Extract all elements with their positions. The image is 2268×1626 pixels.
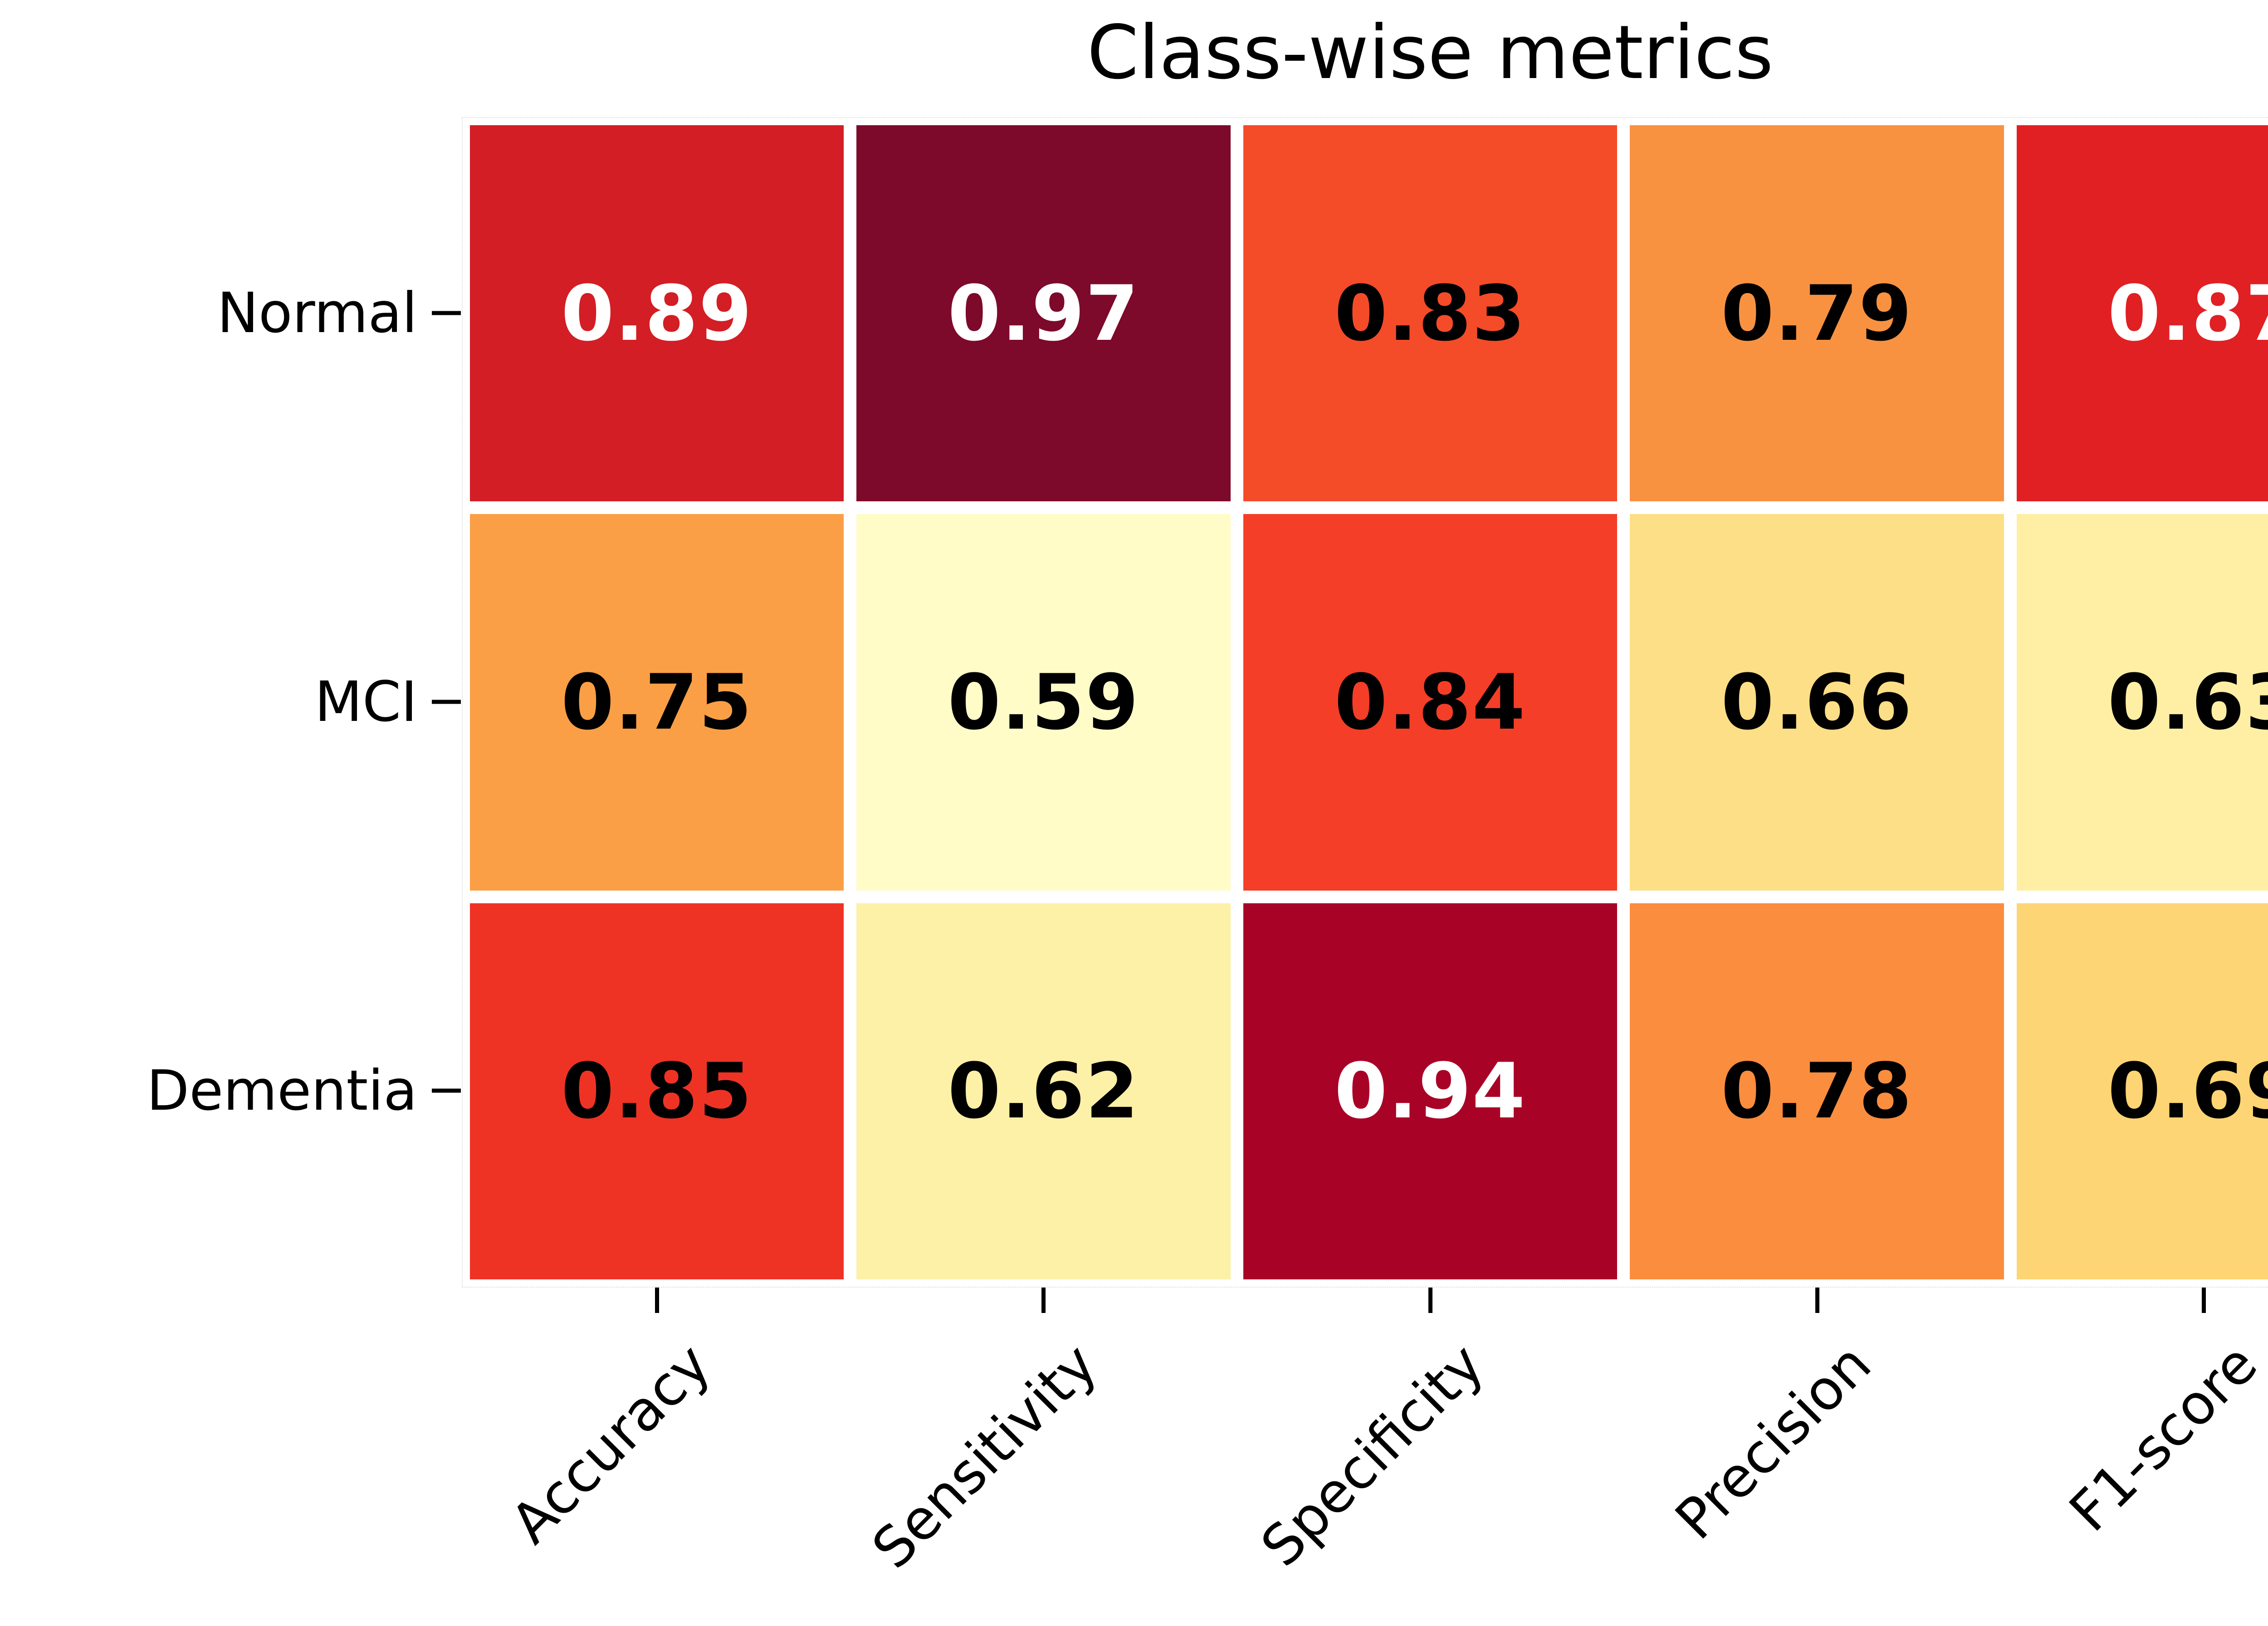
heatmap-cell: 0.69 bbox=[2016, 903, 2268, 1279]
heatmap-cell: 0.79 bbox=[1630, 125, 2004, 502]
heatmap-cell: 0.94 bbox=[1243, 903, 1618, 1279]
x-tick bbox=[655, 1288, 659, 1313]
y-tick-label: Dementia bbox=[147, 1058, 417, 1123]
heatmap-cell: 0.97 bbox=[856, 125, 1231, 502]
chart-title: Class-wise metrics bbox=[1087, 10, 1774, 96]
heatmap-cell: 0.62 bbox=[856, 903, 1231, 1279]
x-tick bbox=[1428, 1288, 1432, 1313]
x-tick-label: F1-score bbox=[2057, 1332, 2268, 1544]
heatmap-axes: 0.89 0.97 0.83 0.79 0.87 0.75 0.59 0.84 0.66 0.63… bbox=[462, 117, 2268, 1288]
cell-value: 0.59 bbox=[948, 657, 1139, 747]
x-tick-label: Specificity bbox=[1249, 1332, 1496, 1579]
heatmap-cell: 0.85 bbox=[470, 903, 844, 1279]
y-tick bbox=[432, 1088, 461, 1093]
x-tick-label: Precision bbox=[1663, 1332, 1883, 1552]
cell-value: 0.83 bbox=[1334, 269, 1526, 358]
cell-value: 0.75 bbox=[561, 657, 753, 747]
cell-value: 0.94 bbox=[1334, 1047, 1526, 1136]
y-tick-label: Normal bbox=[217, 281, 417, 345]
heatmap-cell: 0.63 bbox=[2016, 514, 2268, 891]
x-tick bbox=[1041, 1288, 1046, 1313]
cell-value: 0.87 bbox=[2107, 269, 2268, 358]
heatmap-cell: 0.78 bbox=[1630, 903, 2004, 1279]
cell-value: 0.63 bbox=[2107, 657, 2268, 747]
cell-value: 0.84 bbox=[1334, 657, 1526, 747]
cell-value: 0.97 bbox=[948, 269, 1139, 358]
heatmap-cell: 0.66 bbox=[1630, 514, 2004, 891]
heatmap-cell: 0.89 bbox=[470, 125, 844, 502]
x-tick bbox=[1815, 1288, 1819, 1313]
x-tick-label: Sensitivity bbox=[860, 1332, 1110, 1581]
heatmap-cell: 0.84 bbox=[1243, 514, 1618, 891]
cell-value: 0.69 bbox=[2107, 1047, 2268, 1136]
y-tick bbox=[432, 311, 461, 315]
heatmap-cell: 0.59 bbox=[856, 514, 1231, 891]
cell-value: 0.62 bbox=[948, 1047, 1139, 1136]
cell-value: 0.85 bbox=[561, 1047, 753, 1136]
y-tick-label: MCI bbox=[314, 670, 417, 734]
x-tick bbox=[2202, 1288, 2206, 1313]
x-tick-label: Accuracy bbox=[499, 1332, 723, 1556]
heatmap-cell: 0.83 bbox=[1243, 125, 1618, 502]
cell-value: 0.79 bbox=[1721, 269, 1913, 358]
cell-value: 0.89 bbox=[561, 269, 753, 358]
y-tick bbox=[432, 700, 461, 704]
heatmap-cell: 0.75 bbox=[470, 514, 844, 891]
cell-value: 0.78 bbox=[1721, 1047, 1913, 1136]
cell-value: 0.66 bbox=[1721, 657, 1913, 747]
heatmap-cell: 0.87 bbox=[2016, 125, 2268, 502]
